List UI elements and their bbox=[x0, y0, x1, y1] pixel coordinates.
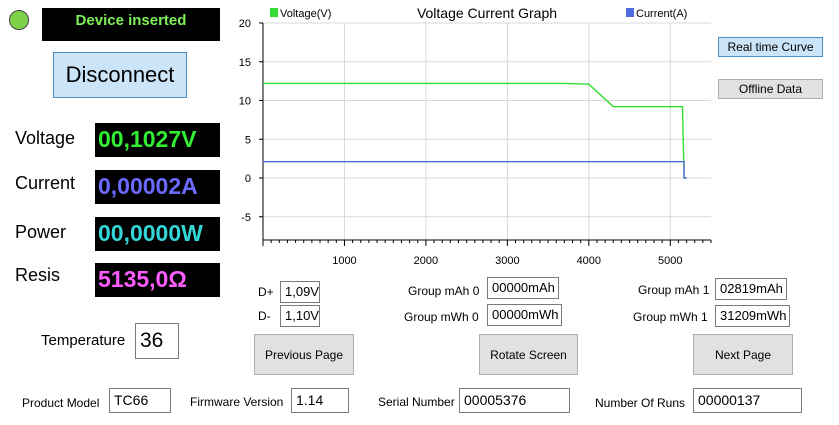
group-mwh1-label: Group mWh 1 bbox=[633, 310, 708, 324]
group-mwh0-field: 00000mWh bbox=[487, 304, 562, 326]
legend-swatch-current bbox=[626, 8, 634, 17]
realtime-curve-button[interactable]: Real time Curve bbox=[718, 37, 823, 57]
rotate-screen-button[interactable]: Rotate Screen bbox=[479, 334, 578, 375]
product-model-label: Product Model bbox=[22, 396, 100, 410]
group-mah1-label: Group mAh 1 bbox=[638, 283, 710, 297]
legend-swatch-voltage bbox=[270, 8, 278, 17]
series-line-voltage bbox=[263, 82, 687, 179]
x-tick-label: 2000 bbox=[414, 255, 438, 267]
dplus-label: D+ bbox=[258, 285, 274, 299]
x-tick-label: 5000 bbox=[658, 255, 682, 267]
dplus-field: 1,09V bbox=[280, 281, 320, 303]
y-tick-label: 10 bbox=[239, 96, 251, 108]
power-label: Power bbox=[15, 222, 67, 242]
previous-page-button[interactable]: Previous Page bbox=[254, 334, 354, 375]
series-line-current bbox=[263, 161, 687, 179]
chart-axes: 1000 2000 3000 4000 5000 20 15 10 5 0 -5 bbox=[239, 18, 712, 267]
product-model-field: TC66 bbox=[109, 388, 171, 413]
group-mwh1-field: 31209mWh bbox=[715, 305, 790, 327]
runs-field: 00000137 bbox=[693, 388, 802, 413]
serial-number-field: 00005376 bbox=[459, 388, 570, 413]
group-mah0-field: 00000mAh bbox=[487, 277, 559, 299]
dminus-field: 1,10V bbox=[280, 305, 320, 327]
y-tick-label: 5 bbox=[245, 134, 251, 146]
y-tick-label: 15 bbox=[239, 57, 251, 69]
x-tick-label: 3000 bbox=[495, 255, 519, 267]
group-mah0-label: Group mAh 0 bbox=[408, 284, 480, 298]
x-tick-label: 1000 bbox=[332, 255, 356, 267]
next-page-button[interactable]: Next Page bbox=[693, 334, 793, 375]
voltage-value: 00,1027V bbox=[95, 123, 220, 157]
temperature-field: 36 bbox=[135, 323, 179, 359]
temperature-label: Temperature bbox=[41, 332, 126, 349]
firmware-label: Firmware Version bbox=[190, 395, 284, 409]
dminus-label: D- bbox=[258, 309, 271, 323]
resis-value: 5135,0Ω bbox=[95, 263, 220, 297]
offline-data-button[interactable]: Offline Data bbox=[718, 79, 823, 99]
disconnect-button[interactable]: Disconnect bbox=[53, 52, 187, 98]
legend-voltage: Voltage(V) bbox=[280, 8, 331, 20]
y-tick-label: 0 bbox=[245, 173, 251, 185]
y-tick-label: -5 bbox=[241, 212, 251, 224]
voltage-current-chart: 1000 2000 3000 4000 5000 20 15 10 5 0 -5 Voltage C… bbox=[239, 5, 712, 267]
current-label: Current bbox=[15, 173, 76, 193]
x-tick-label: 4000 bbox=[577, 255, 601, 267]
legend-current: Current(A) bbox=[636, 8, 687, 20]
voltage-label: Voltage bbox=[15, 128, 76, 148]
chart-title: Voltage Current Graph bbox=[417, 5, 557, 21]
power-value: 00,0000W bbox=[95, 217, 220, 251]
device-status: Device inserted bbox=[42, 8, 220, 41]
y-tick-label: 20 bbox=[239, 18, 251, 30]
firmware-field: 1.14 bbox=[291, 388, 349, 413]
chart-series bbox=[263, 82, 687, 179]
resis-label: Resis bbox=[15, 265, 61, 285]
group-mwh0-label: Group mWh 0 bbox=[404, 310, 479, 324]
serial-number-label: Serial Number bbox=[378, 395, 455, 409]
connection-led bbox=[9, 10, 29, 30]
current-value: 0,00002A bbox=[95, 170, 220, 204]
runs-label: Number Of Runs bbox=[595, 396, 686, 410]
chart-grid bbox=[263, 22, 711, 240]
group-mah1-field: 02819mAh bbox=[715, 278, 787, 300]
